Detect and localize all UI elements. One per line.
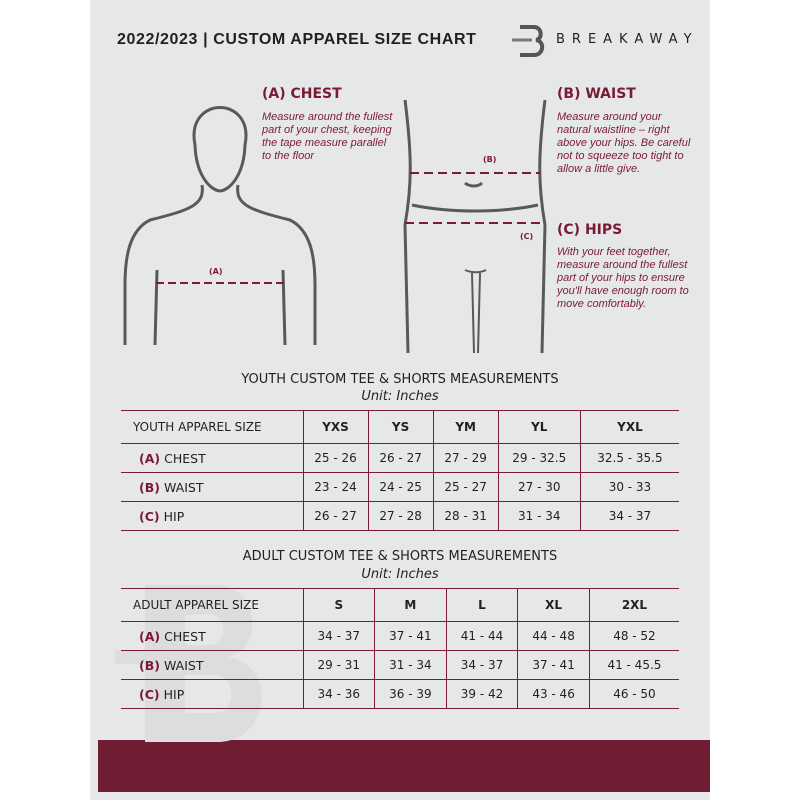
table-cell: 25 - 26 (302, 443, 369, 473)
table-cell: 43 - 46 (517, 679, 590, 709)
size-header: M (374, 588, 447, 622)
measure-label: (C) HIP (121, 501, 303, 531)
table-header-row: ADULT APPAREL SIZE S M L XL 2XL (121, 588, 679, 622)
waist-marker: (B) (483, 155, 497, 164)
table-cell: 34 - 37 (445, 650, 518, 680)
breakaway-logo (512, 25, 545, 57)
size-chart-panel: 2022/2023 | CUSTOM APPAREL SIZE CHART BR… (90, 0, 710, 800)
page-title: 2022/2023 | CUSTOM APPAREL SIZE CHART (117, 31, 477, 48)
table-cell: 29 - 32.5 (497, 443, 581, 473)
waist-heading: (B) WAIST (557, 86, 636, 102)
measure-code: (B) (139, 657, 160, 673)
table-cell: 41 - 44 (445, 621, 518, 651)
measure-label: (B) WAIST (121, 472, 303, 502)
chest-description: Measure around the fullest part of your … (262, 111, 393, 162)
size-header: XL (517, 588, 590, 622)
table-cell: 37 - 41 (517, 650, 590, 680)
measure-name: CHEST (164, 628, 206, 644)
measure-code: (A) (139, 450, 161, 466)
table-cell: 41 - 45.5 (588, 650, 679, 680)
measure-code: (B) (139, 479, 160, 495)
table-row: (C) HIP 34 - 36 36 - 39 39 - 42 43 - 46 46 - 5… (121, 679, 679, 709)
table-cell: 34 - 37 (302, 621, 375, 651)
measure-label: (B) WAIST (121, 650, 303, 680)
size-header: YM (432, 410, 499, 444)
table-header-row: YOUTH APPAREL SIZE YXS YS YM YL YXL (121, 410, 679, 444)
table-cell: 27 - 29 (432, 443, 499, 473)
hips-description: With your feet together, measure around … (557, 246, 689, 310)
table-row: (B) WAIST 29 - 31 31 - 34 34 - 37 37 - 41 41 -… (121, 650, 679, 680)
table-cell: 34 - 37 (579, 501, 679, 531)
table-cell: 31 - 34 (497, 501, 581, 531)
table-cell: 48 - 52 (588, 621, 679, 651)
table-cell: 39 - 42 (445, 679, 518, 709)
measure-label: (A) CHEST (121, 443, 303, 473)
table-cell: 34 - 36 (302, 679, 375, 709)
measure-name: WAIST (163, 657, 204, 673)
table-cell: 31 - 34 (374, 650, 447, 680)
table-cell: 30 - 33 (579, 472, 679, 502)
table-cell: 27 - 28 (367, 501, 434, 531)
measure-name: WAIST (163, 479, 204, 495)
table-cell: 36 - 39 (374, 679, 447, 709)
table-cell: 27 - 30 (497, 472, 581, 502)
measure-code: (C) (139, 686, 160, 702)
size-header: L (445, 588, 518, 622)
table-cell: 37 - 41 (374, 621, 447, 651)
table-cell: 44 - 48 (517, 621, 590, 651)
hips-marker: (C) (520, 232, 534, 241)
measure-code: (C) (139, 508, 160, 524)
youth-size-table: YOUTH APPAREL SIZE YXS YS YM YL YXL (A) CHEST 25… (121, 410, 679, 531)
brand-name: BREAKAWAY (556, 32, 699, 47)
table-cell: 26 - 27 (302, 501, 369, 531)
measure-code: (A) (139, 628, 161, 644)
lower-body-figure (403, 99, 547, 354)
table-cell: 29 - 31 (302, 650, 375, 680)
size-header: YL (497, 410, 581, 444)
table-cell: 26 - 27 (367, 443, 434, 473)
measure-name: CHEST (164, 450, 206, 466)
table-cell: 25 - 27 (432, 472, 499, 502)
table-cell: 46 - 50 (588, 679, 679, 709)
upper-body-figure (123, 106, 317, 346)
size-header: 2XL (588, 588, 679, 622)
measure-name: HIP (163, 686, 185, 702)
chest-marker: (A) (209, 267, 223, 276)
measure-label: (C) HIP (121, 679, 303, 709)
table-row: (A) CHEST 25 - 26 26 - 27 27 - 29 29 - 32.5 32… (121, 443, 679, 473)
adult-section-title: ADULT CUSTOM TEE & SHORTS MEASUREMENTS (242, 549, 558, 564)
table-row: (B) WAIST 23 - 24 24 - 25 25 - 27 27 - 30 30 -… (121, 472, 679, 502)
table-cell: 24 - 25 (367, 472, 434, 502)
table-row: (C) HIP 26 - 27 27 - 28 28 - 31 31 - 34 34 - 3… (121, 501, 679, 531)
size-label: YOUTH APPAREL SIZE (121, 410, 303, 444)
youth-unit: Unit: Inches (361, 389, 439, 404)
measure-name: HIP (163, 508, 185, 524)
table-cell: 32.5 - 35.5 (579, 443, 679, 473)
size-label: ADULT APPAREL SIZE (121, 588, 303, 622)
adult-size-table: ADULT APPAREL SIZE S M L XL 2XL (A) CHEST 34 - 3… (121, 588, 679, 709)
hips-heading: (C) HIPS (557, 222, 623, 238)
measure-label: (A) CHEST (121, 621, 303, 651)
table-cell: 28 - 31 (432, 501, 499, 531)
size-header: S (302, 588, 375, 622)
waist-description: Measure around your natural waistline – … (557, 111, 691, 175)
footer-bar (98, 740, 710, 792)
size-header: YS (367, 410, 434, 444)
youth-section-title: YOUTH CUSTOM TEE & SHORTS MEASUREMENTS (241, 372, 559, 387)
table-cell: 23 - 24 (302, 472, 369, 502)
size-header: YXL (579, 410, 679, 444)
table-row: (A) CHEST 34 - 37 37 - 41 41 - 44 44 - 48 48 -… (121, 621, 679, 651)
adult-unit: Unit: Inches (361, 567, 439, 582)
size-header: YXS (302, 410, 369, 444)
chest-heading: (A) CHEST (262, 86, 342, 102)
